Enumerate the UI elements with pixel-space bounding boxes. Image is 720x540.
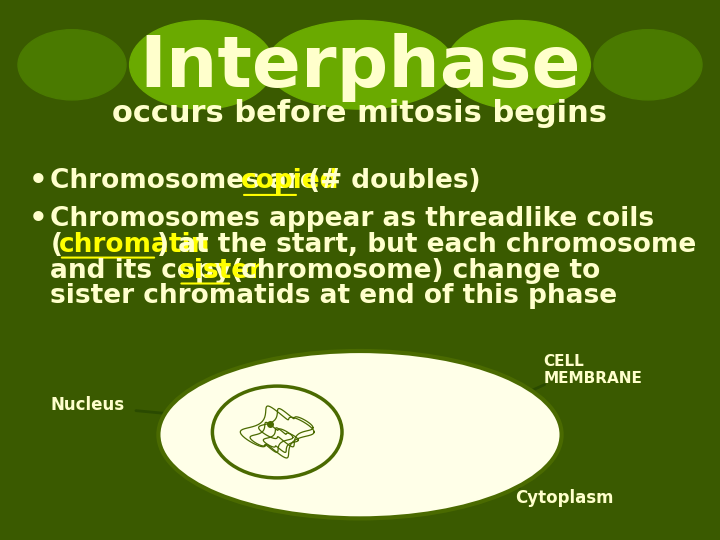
Ellipse shape	[212, 386, 342, 478]
Ellipse shape	[594, 30, 702, 100]
Text: (: (	[50, 232, 63, 258]
Text: occurs before mitosis begins: occurs before mitosis begins	[112, 99, 608, 128]
Text: •: •	[29, 167, 48, 195]
Ellipse shape	[18, 30, 126, 100]
Text: Cytoplasm: Cytoplasm	[515, 489, 613, 507]
Text: Chromosomes are: Chromosomes are	[50, 168, 328, 194]
Ellipse shape	[130, 21, 274, 109]
Text: (# doubles): (# doubles)	[299, 168, 480, 194]
Text: Interphase: Interphase	[139, 33, 581, 102]
Text: sister: sister	[179, 258, 263, 284]
Text: chromatin: chromatin	[59, 232, 210, 258]
Text: CELL
MEMBRANE: CELL MEMBRANE	[544, 354, 642, 386]
Ellipse shape	[266, 21, 454, 109]
Text: Nucleus: Nucleus	[50, 396, 125, 414]
Text: copied: copied	[241, 168, 340, 194]
Text: chromosome) change to: chromosome) change to	[232, 258, 600, 284]
Text: •: •	[29, 205, 48, 233]
Text: Chromosomes appear as threadlike coils: Chromosomes appear as threadlike coils	[50, 206, 654, 232]
Text: sister chromatids at end of this phase: sister chromatids at end of this phase	[50, 284, 618, 309]
Text: ) at the start, but each chromosome: ) at the start, but each chromosome	[157, 232, 696, 258]
Ellipse shape	[158, 351, 562, 518]
Ellipse shape	[446, 21, 590, 109]
Text: and its copy(: and its copy(	[50, 258, 243, 284]
